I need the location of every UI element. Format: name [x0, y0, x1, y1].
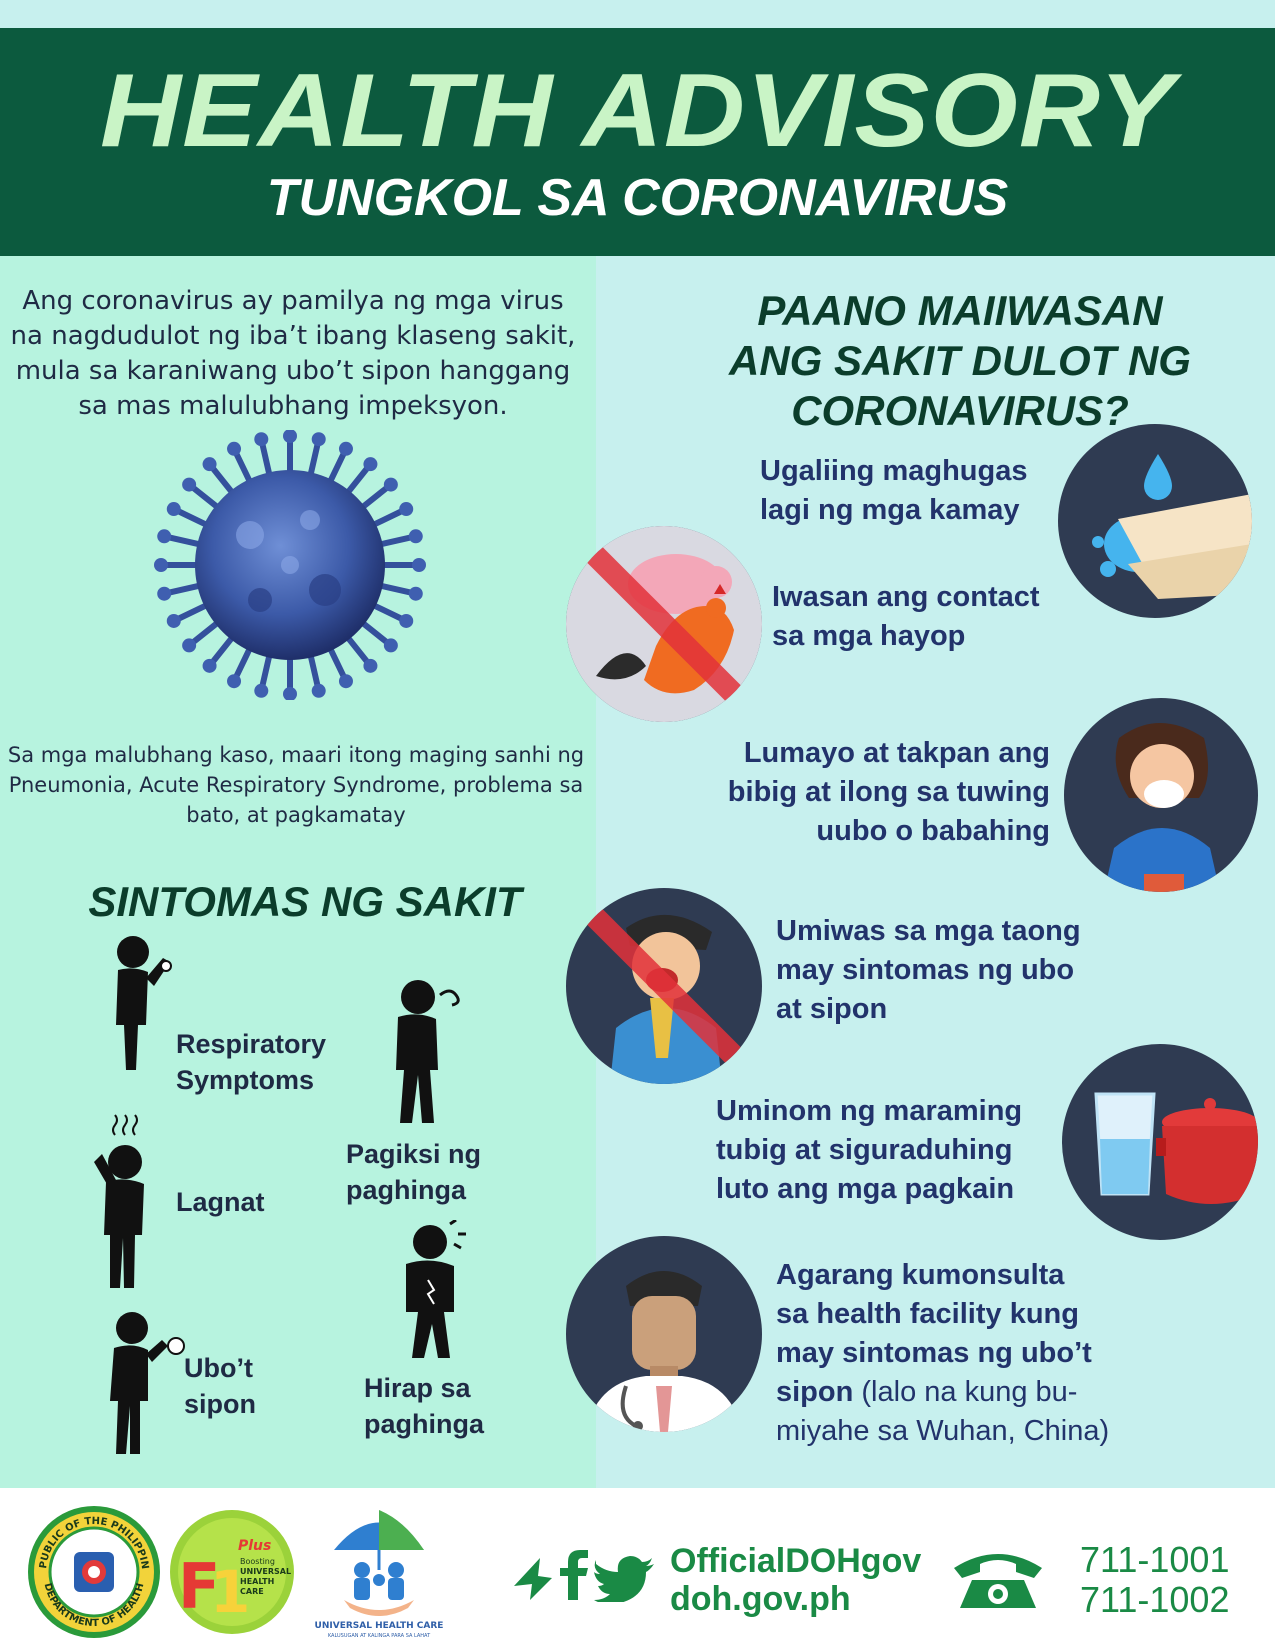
symptom-label-fever: Lagnat: [176, 1187, 265, 1217]
svg-text:UNIVERSAL: UNIVERSAL: [240, 1567, 291, 1576]
avoid-sick-people-icon: [566, 888, 762, 1084]
severe-cases-text: Sa mga malubhang kaso, maari itong magin…: [7, 743, 585, 827]
social-icons: [514, 1550, 654, 1602]
symptoms-heading: SINTOMAS NG SAKIT: [88, 878, 522, 925]
svg-text:F: F: [178, 1550, 220, 1623]
svg-text:1: 1: [210, 1558, 250, 1626]
svg-text:KALUSUGAN AT KALINGA PARA SA L: KALUSUGAN AT KALINGA PARA SA LAHAT: [328, 1633, 431, 1639]
tip-avoid-animals: Iwasan ang contact sa mga hayop: [772, 581, 1040, 652]
tip-handwashing: Ugaliing maghugas lagi ng mga kamay: [760, 455, 1028, 526]
tip-avoid-sick: Umiwas sa mga taong may sintomas ng ubo …: [776, 915, 1081, 1025]
page-title: HEALTH ADVISORY: [99, 53, 1176, 169]
telephone-icon: [954, 1554, 1042, 1608]
cover-sneeze-icon: [1064, 698, 1258, 892]
tip-cover-mouth: Lumayo at takpan ang bibig at ilong sa t…: [727, 737, 1050, 847]
intro-text: Ang coronavirus ay pamilya ng mga virus …: [10, 286, 576, 421]
symptom-label-difficulty-breathing: Hirap sa paghinga: [364, 1373, 484, 1439]
footer-links: OfficialDOHgov doh.gov.ph: [670, 1542, 922, 1618]
symptom-label-respiratory: Respiratory Symptoms: [176, 1029, 327, 1095]
virus-illustration: [154, 430, 426, 700]
svg-text:Plus: Plus: [238, 1538, 271, 1554]
facebook-icon: [560, 1550, 588, 1600]
handwashing-icon: [1058, 424, 1252, 618]
shortness-breath-icon: [396, 980, 460, 1123]
cough-icon: [110, 1312, 185, 1454]
svg-text:Boosting: Boosting: [240, 1557, 275, 1566]
respiratory-symptoms-icon: [116, 936, 172, 1070]
f1-plus-logo: F 1 Plus Boosting UNIVERSAL HEALTH CARE: [170, 1510, 294, 1634]
uhc-logo: UNIVERSAL HEALTH CARE KALUSUGAN AT KALIN…: [315, 1510, 444, 1639]
page-subtitle: TUNGKOL SA CORONAVIRUS: [266, 169, 1009, 227]
symptom-label-cough: Ubo’t sipon: [184, 1353, 256, 1419]
doctor-icon: [566, 1236, 762, 1432]
svg-text:HEALTH: HEALTH: [240, 1577, 274, 1586]
cursor-icon: [514, 1558, 552, 1600]
svg-text:CARE: CARE: [240, 1587, 264, 1596]
tip-consult: Agarang kumonsulta sa health facility ku…: [776, 1259, 1110, 1447]
difficulty-breathing-icon: [406, 1220, 466, 1358]
prevention-heading: PAANO MAIIWASAN ANG SAKIT DULOT NG CORON…: [729, 287, 1191, 434]
fever-icon: [94, 1114, 144, 1288]
no-animals-icon: [566, 526, 762, 722]
phone-numbers: 711-1001 711-1002: [1080, 1539, 1230, 1620]
water-and-pot-icon: [1062, 1044, 1258, 1240]
twitter-icon: [594, 1556, 654, 1602]
symptom-label-shortness-breath: Pagiksi ng paghinga: [346, 1139, 482, 1205]
header-banner: [0, 28, 1275, 256]
svg-text:UNIVERSAL HEALTH CARE: UNIVERSAL HEALTH CARE: [315, 1621, 444, 1631]
doh-seal-logo: REPUBLIC OF THE PHILIPPINES DEPARTMENT O…: [26, 1504, 160, 1638]
tip-drink-water: Uminom ng maraming tubig at siguraduhing…: [716, 1095, 1023, 1205]
left-panel: [0, 256, 596, 1488]
